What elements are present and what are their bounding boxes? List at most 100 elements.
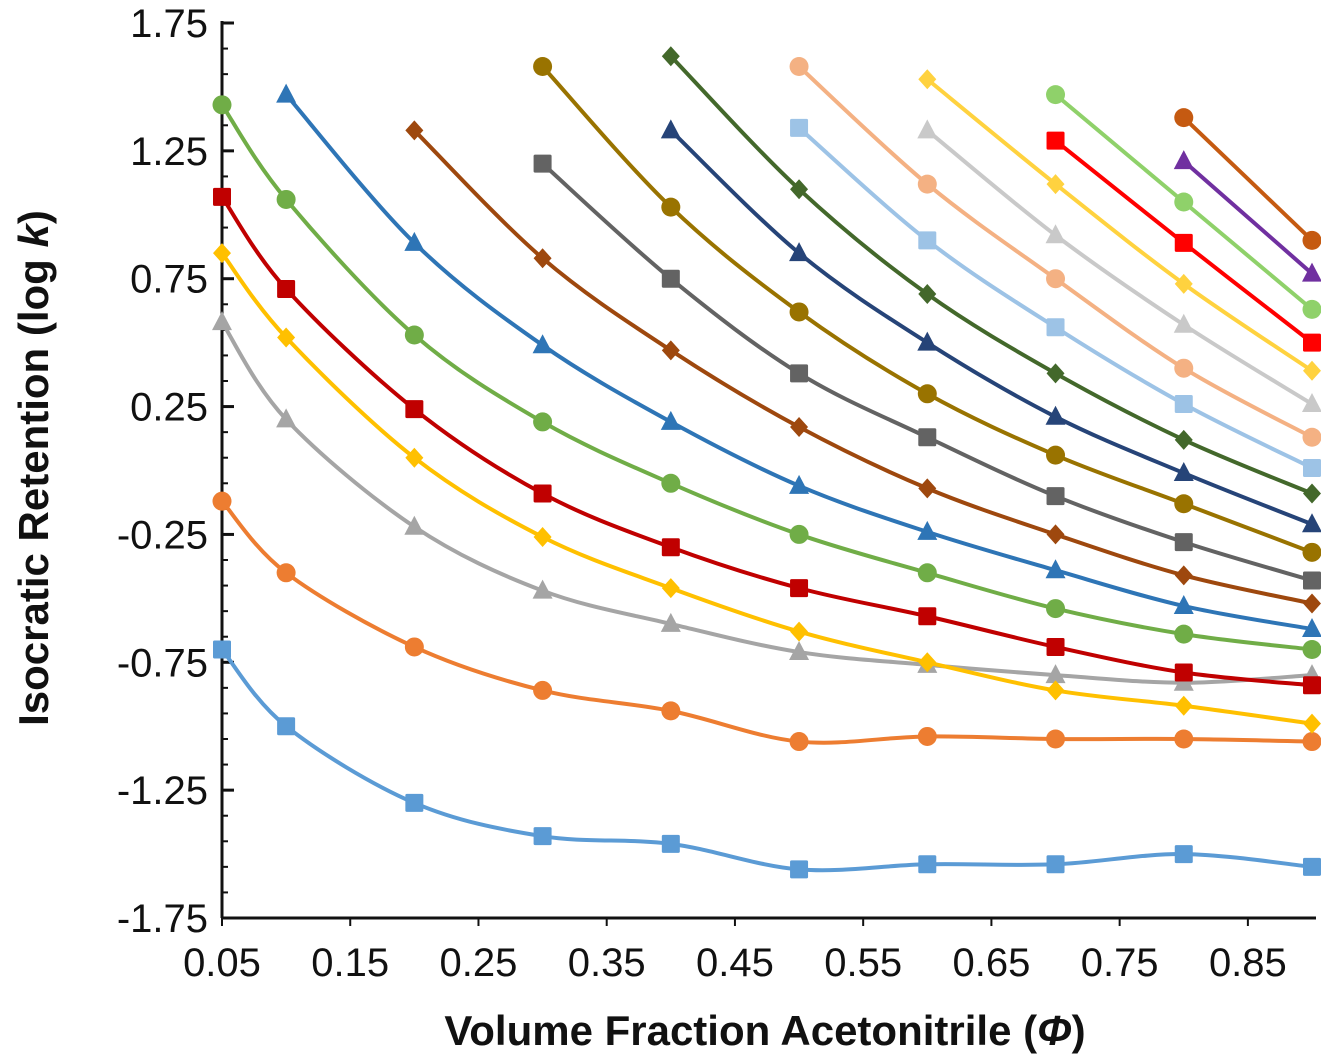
data-point-square	[790, 118, 809, 137]
data-point-square	[790, 364, 809, 383]
data-point-triangle	[1302, 262, 1321, 282]
x-axis-title-text: Volume Fraction Acetonitrile (	[444, 1007, 1037, 1054]
x-tick-label: 0.75	[1081, 941, 1159, 985]
data-point-circle	[661, 701, 681, 721]
data-point-square	[1174, 533, 1193, 552]
data-point-circle	[212, 95, 232, 115]
series-4	[213, 243, 1321, 734]
x-axis-title-end: )	[1072, 1007, 1086, 1054]
x-axis-ticks: 0.05 0.15 0.25 0.35 0.45 0.55 0.65 0.75 0.85	[183, 918, 1287, 985]
series-line	[220, 251, 1314, 726]
data-point-square	[277, 717, 296, 736]
data-point-square	[405, 793, 424, 812]
series-line	[220, 194, 1314, 688]
series-line	[220, 320, 1314, 685]
data-point-triangle	[1045, 664, 1066, 684]
plot-area: 1.75 1.25 0.75 0.25 -0.25 -0.75 -1.25 -1.75 0.0…	[117, 2, 1321, 985]
series-17	[1046, 131, 1321, 352]
data-point-diamond	[661, 578, 680, 599]
series-15	[917, 119, 1321, 413]
data-point-diamond	[918, 69, 937, 90]
data-point-circle	[1302, 427, 1321, 447]
data-point-square	[1046, 487, 1065, 506]
data-point-triangle	[276, 83, 297, 103]
series-line	[1181, 115, 1314, 243]
data-point-square	[277, 279, 296, 298]
data-point-square	[213, 187, 231, 206]
data-point-diamond	[533, 526, 552, 547]
data-point-diamond	[1174, 695, 1193, 716]
data-point-diamond	[918, 652, 937, 673]
x-axis-title: Volume Fraction Acetonitrile (Φ)	[444, 1007, 1085, 1054]
data-point-triangle	[1173, 150, 1194, 170]
x-tick-label: 0.65	[952, 941, 1030, 985]
data-point-triangle	[660, 410, 681, 430]
data-point-triangle	[404, 231, 425, 251]
y-tick-label: 1.75	[130, 2, 208, 46]
data-point-circle	[533, 680, 553, 700]
series-line	[220, 102, 1314, 652]
y-axis-ticks: 1.75 1.25 0.75 0.25 -0.25 -0.75 -1.25 -1.75	[117, 2, 234, 941]
y-tick-label: 0.75	[130, 258, 208, 302]
data-point-square	[533, 154, 552, 173]
data-point-square	[1303, 458, 1321, 477]
y-axis-title-symbol: k	[10, 221, 57, 247]
data-point-circle	[533, 412, 553, 432]
data-point-square	[661, 269, 680, 288]
y-axis-title-text: Isocratic Retention (log	[10, 247, 57, 725]
data-point-square	[1046, 637, 1065, 656]
data-point-circle	[1046, 729, 1066, 749]
data-point-square	[533, 484, 552, 503]
data-point-diamond	[1303, 483, 1321, 504]
series-11	[660, 119, 1321, 533]
data-point-circle	[789, 524, 809, 544]
series-line	[1181, 159, 1314, 276]
data-point-circle	[917, 726, 937, 746]
data-point-triangle	[917, 119, 938, 139]
data-point-diamond	[1046, 524, 1065, 545]
data-point-circle	[1046, 85, 1066, 105]
data-point-circle	[917, 384, 937, 404]
series-16	[918, 69, 1321, 381]
data-point-circle	[917, 174, 937, 194]
data-point-diamond	[405, 447, 424, 468]
data-point-square	[918, 855, 937, 874]
data-point-triangle	[660, 119, 681, 139]
x-tick-label: 0.25	[440, 941, 518, 985]
x-tick-label: 0.05	[183, 941, 261, 985]
data-point-circle	[917, 563, 937, 583]
data-point-triangle	[532, 334, 553, 354]
data-point-square	[405, 400, 424, 419]
data-point-diamond	[1174, 565, 1193, 586]
data-point-circle	[1174, 624, 1194, 644]
data-point-circle	[533, 56, 553, 76]
data-point-diamond	[405, 120, 424, 141]
data-point-square	[918, 428, 937, 447]
data-point-diamond	[790, 621, 809, 642]
data-point-circle	[1174, 358, 1194, 378]
data-point-diamond	[1046, 363, 1065, 384]
data-point-triangle	[917, 331, 938, 351]
x-tick-label: 0.55	[824, 941, 902, 985]
data-point-circle	[1302, 640, 1321, 659]
series-8	[405, 120, 1321, 614]
data-point-triangle	[532, 579, 553, 599]
series-line	[284, 92, 1314, 632]
data-point-triangle	[276, 408, 297, 428]
series-layer	[212, 46, 1321, 879]
data-point-diamond	[533, 248, 552, 269]
x-axis-title-symbol: Φ	[1037, 1007, 1072, 1054]
y-tick-label: -0.75	[117, 641, 208, 685]
data-point-diamond	[661, 46, 680, 67]
data-point-square	[661, 834, 680, 853]
series-line	[540, 161, 1314, 583]
data-point-circle	[404, 325, 424, 345]
y-axis-title-end: )	[10, 210, 57, 224]
data-point-diamond	[1303, 360, 1321, 381]
x-tick-label: 0.15	[311, 941, 389, 985]
data-point-diamond	[1046, 174, 1065, 195]
data-point-triangle	[1045, 224, 1066, 244]
x-tick-label: 0.35	[568, 941, 646, 985]
data-point-square	[1174, 233, 1193, 252]
series-1	[213, 640, 1321, 879]
